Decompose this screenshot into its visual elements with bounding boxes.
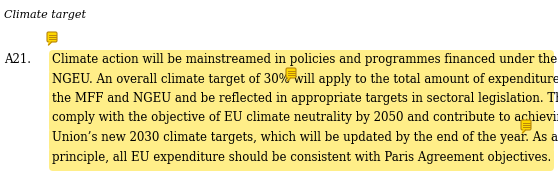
Polygon shape [522, 130, 526, 133]
Text: principle, all EU expenditure should be consistent with Paris Agreement objectiv: principle, all EU expenditure should be … [52, 151, 551, 164]
Polygon shape [287, 78, 291, 81]
Text: Climate target: Climate target [4, 10, 86, 20]
FancyBboxPatch shape [49, 70, 554, 93]
Text: A21.: A21. [4, 53, 31, 66]
FancyBboxPatch shape [49, 50, 554, 73]
Text: the MFF and NGEU and be reflected in appropriate targets in sectoral legislation: the MFF and NGEU and be reflected in app… [52, 92, 558, 105]
FancyBboxPatch shape [49, 89, 554, 112]
Text: comply with the objective of EU climate neutrality by 2050 and contribute to ach: comply with the objective of EU climate … [52, 112, 558, 125]
FancyBboxPatch shape [521, 120, 531, 130]
FancyBboxPatch shape [286, 68, 296, 78]
FancyBboxPatch shape [49, 148, 554, 171]
Text: NGEU. An overall climate target of 30% will apply to the total amount of expendi: NGEU. An overall climate target of 30% w… [52, 72, 558, 86]
Polygon shape [49, 42, 51, 45]
FancyBboxPatch shape [49, 109, 554, 132]
FancyBboxPatch shape [49, 128, 554, 151]
FancyBboxPatch shape [47, 32, 57, 42]
Text: Climate action will be mainstreamed in policies and programmes financed under th: Climate action will be mainstreamed in p… [52, 53, 558, 66]
Text: Union’s new 2030 climate targets, which will be updated by the end of the year. : Union’s new 2030 climate targets, which … [52, 131, 558, 144]
